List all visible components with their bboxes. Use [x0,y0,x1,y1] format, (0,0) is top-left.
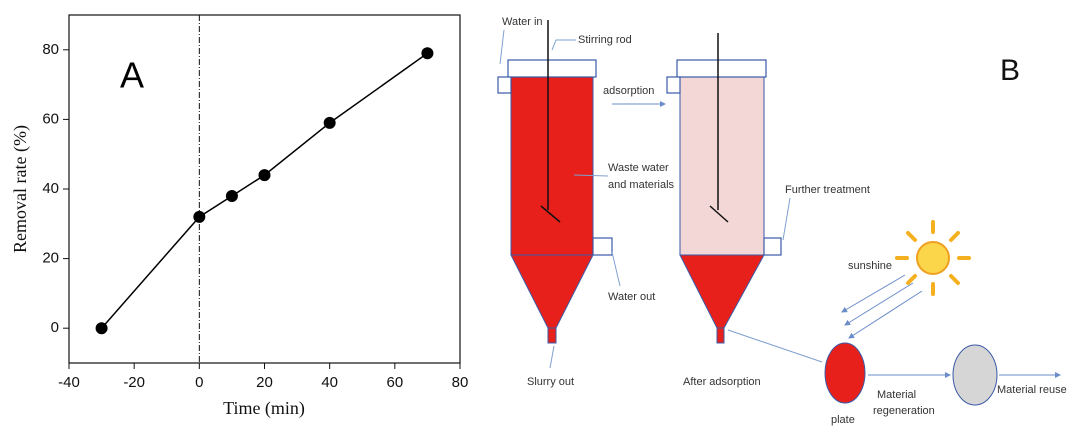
pointer [499,29,823,369]
x-tick-label: 20 [256,374,273,391]
inlet [497,76,512,94]
stirring-rod [540,20,561,223]
label: sunshine [848,260,892,272]
tank-cap [676,59,767,78]
plate [824,342,866,404]
label: Water out [608,291,655,303]
tank-body [679,76,765,256]
outlet [592,237,613,256]
label: Stirring rod [578,34,632,46]
x-tick-label: 60 [386,374,403,391]
data-point [225,189,238,202]
label: plate [831,414,855,426]
y-tick-label: 20 [42,250,59,267]
outlet [763,237,782,256]
x-tick-label: -40 [58,374,80,391]
data-line [101,52,428,329]
inlet [666,76,681,94]
tank-body [510,76,594,256]
y-tick-label: 60 [42,110,59,127]
reused-material [952,344,998,406]
data-point [323,116,336,129]
x-tick-label: -20 [123,374,145,391]
nozzle [716,327,725,344]
label: and materials [608,179,675,191]
y-tick-label: 40 [42,180,59,197]
arrow [844,282,914,326]
tank-cap [507,59,597,78]
y-tick-label: 80 [42,41,59,58]
panel-label: A [120,55,144,96]
y-axis-title: Removal rate (%) [10,125,31,253]
data-point [421,47,434,60]
label: adsorption [603,85,654,97]
label: Waste water [608,162,669,174]
x-tick-label: 0 [195,374,203,391]
label: After adsorption [683,376,761,388]
arrow [848,290,923,339]
x-tick-label: 80 [452,374,469,391]
tank-cone [679,254,765,329]
label: Further treatment [785,184,870,196]
label: regeneration [873,405,935,417]
data-point [193,210,206,223]
label: Slurry out [527,376,574,388]
tank-cone [510,254,594,329]
label: Water in [502,16,543,28]
label: Material [877,389,916,401]
data-point [95,322,108,335]
x-axis-title: Time (min) [223,398,305,419]
data-point [258,169,271,182]
arrow [841,274,906,313]
y-tick-label: 0 [51,319,59,336]
label: Material reuse [997,384,1067,396]
nozzle [547,327,557,344]
x-tick-label: 40 [321,374,338,391]
sun [895,220,971,296]
stirring-rod [709,33,729,223]
diagram: Water in Stirring rod adsorption Waste w… [497,16,1067,426]
panel-label: B [1000,54,1020,87]
